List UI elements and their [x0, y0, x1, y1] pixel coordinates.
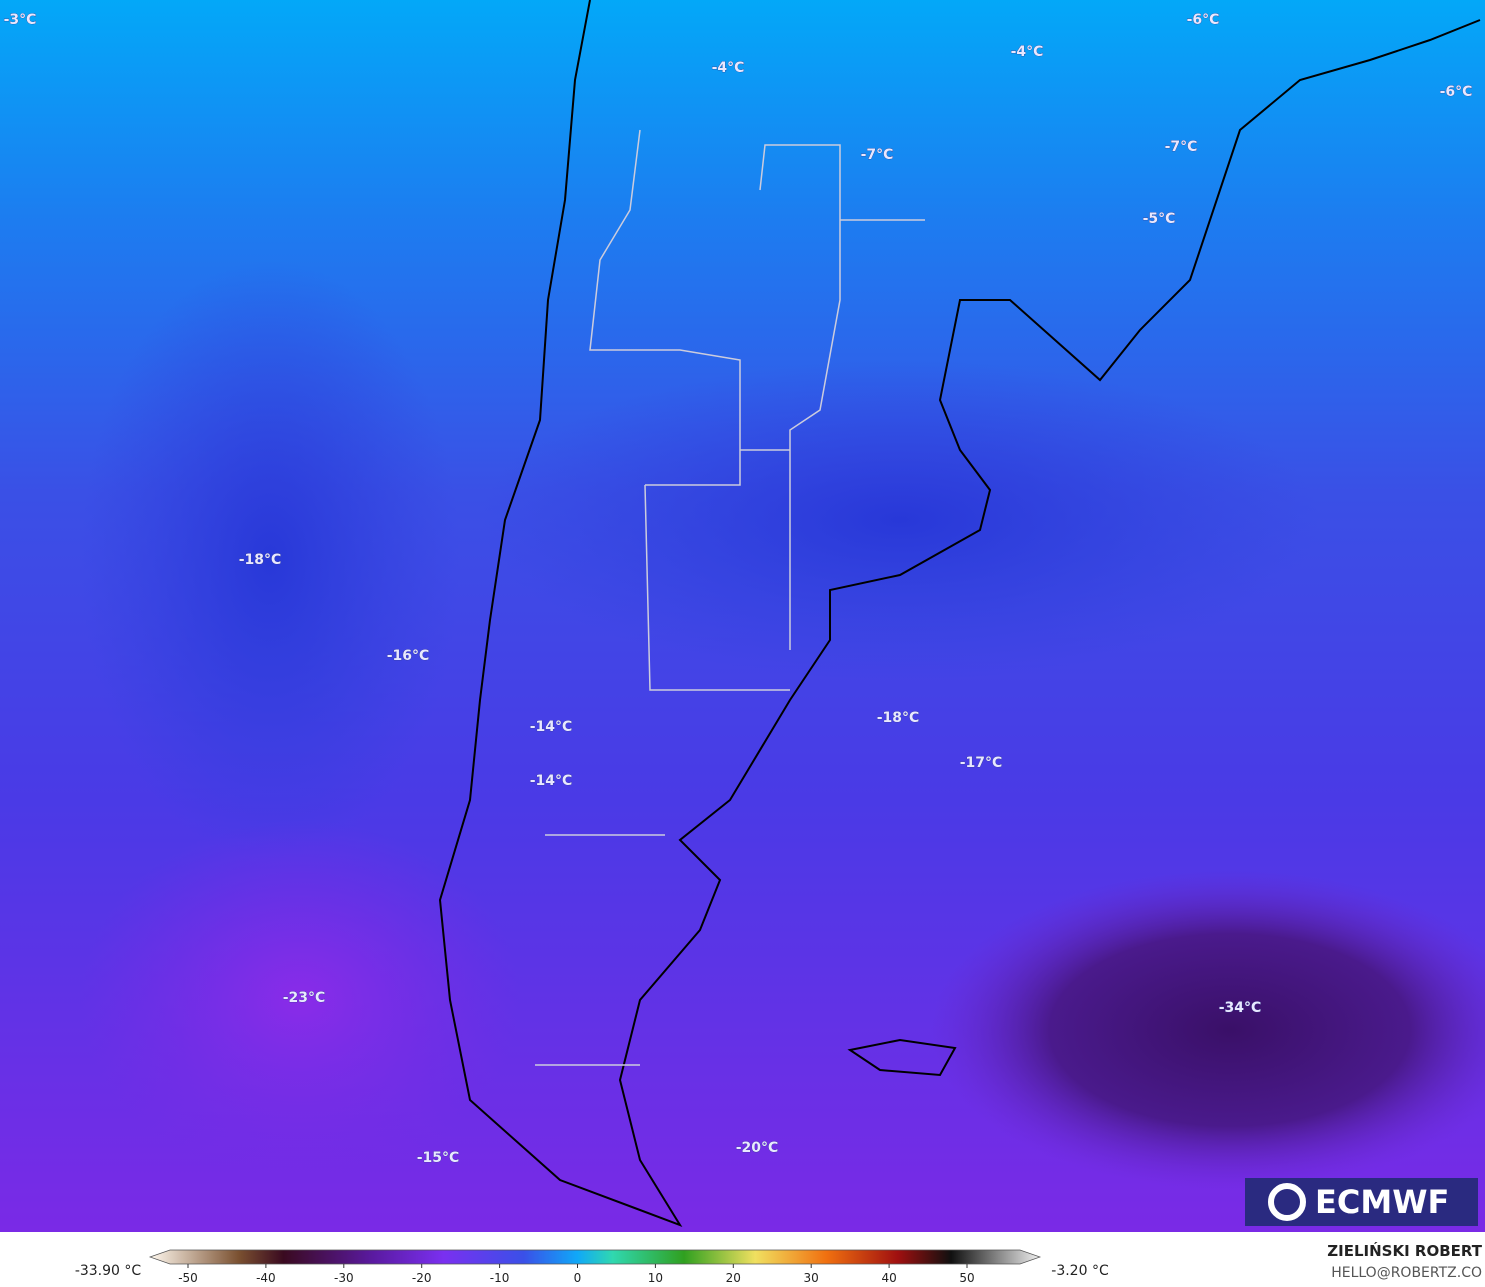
cold-region: [80, 820, 520, 1180]
temperature-label: -18°C: [239, 552, 282, 568]
islands: [847, 1038, 957, 1077]
colorbar-tick-label: -20: [412, 1271, 432, 1285]
colorbar-tick-label: 40: [881, 1271, 896, 1285]
logo-text: ECMWF: [1315, 1183, 1449, 1221]
temperature-label: -14°C: [530, 773, 573, 789]
temperature-label: -5°C: [1143, 211, 1176, 227]
temperature-label: -15°C: [417, 1150, 460, 1166]
temperature-label: -16°C: [387, 648, 430, 664]
temperature-label: -6°C: [1440, 84, 1473, 100]
temperature-label: -6°C: [1187, 12, 1220, 28]
temperature-label: -20°C: [736, 1140, 779, 1156]
colorbar-tick-label: -10: [490, 1271, 510, 1285]
temperature-label: -23°C: [283, 990, 326, 1006]
colorbar-tick-label: 50: [959, 1271, 974, 1285]
credit-email: HELLO@ROBERTZ.CO: [1331, 1265, 1482, 1281]
coastline: [438, 0, 1481, 1227]
colorbar-tick-label: 20: [726, 1271, 741, 1285]
temperature-labels: -3°C -4°C -4°C -6°C -6°C -7°C -7°C -5°C -18°C -16…: [3, 12, 1473, 1167]
logo-icon: [1268, 1183, 1306, 1221]
colorbar-tick-label: 0: [574, 1271, 582, 1285]
colorbar: [148, 1249, 1042, 1265]
temperature-label: -34°C: [1219, 1000, 1262, 1016]
temperature-label: -14°C: [530, 719, 573, 735]
cold-region: [480, 360, 1320, 680]
cold-core: [930, 870, 1485, 1190]
temperature-label: -7°C: [1165, 139, 1198, 155]
colorbar-tick-label: -30: [334, 1271, 354, 1285]
cold-region: [80, 260, 460, 860]
credit-name: ZIELIŃSKI ROBERT: [1327, 1241, 1482, 1260]
colorbar-max: -3.20 °C: [1051, 1263, 1109, 1279]
temperature-label: -3°C: [4, 12, 37, 28]
colorbar-tick-label: 10: [648, 1271, 663, 1285]
colorbar-ticks: -50 -40 -30 -20 -10 0 10 20 30 40 50: [178, 1264, 975, 1285]
temperature-label: -4°C: [1011, 44, 1044, 60]
borders: [535, 129, 925, 1066]
temperature-label: -7°C: [861, 147, 894, 163]
logo: ECMWF: [1245, 1178, 1478, 1226]
colorbar-tick-label: -50: [178, 1271, 198, 1285]
temperature-label: -4°C: [712, 60, 745, 76]
colorbar-min: -33.90 °C: [75, 1263, 142, 1279]
temperature-label: -17°C: [960, 755, 1003, 771]
temperature-label: -18°C: [877, 710, 920, 726]
colorbar-tick-label: -40: [256, 1271, 276, 1285]
colorbar-tick-label: 30: [804, 1271, 819, 1285]
